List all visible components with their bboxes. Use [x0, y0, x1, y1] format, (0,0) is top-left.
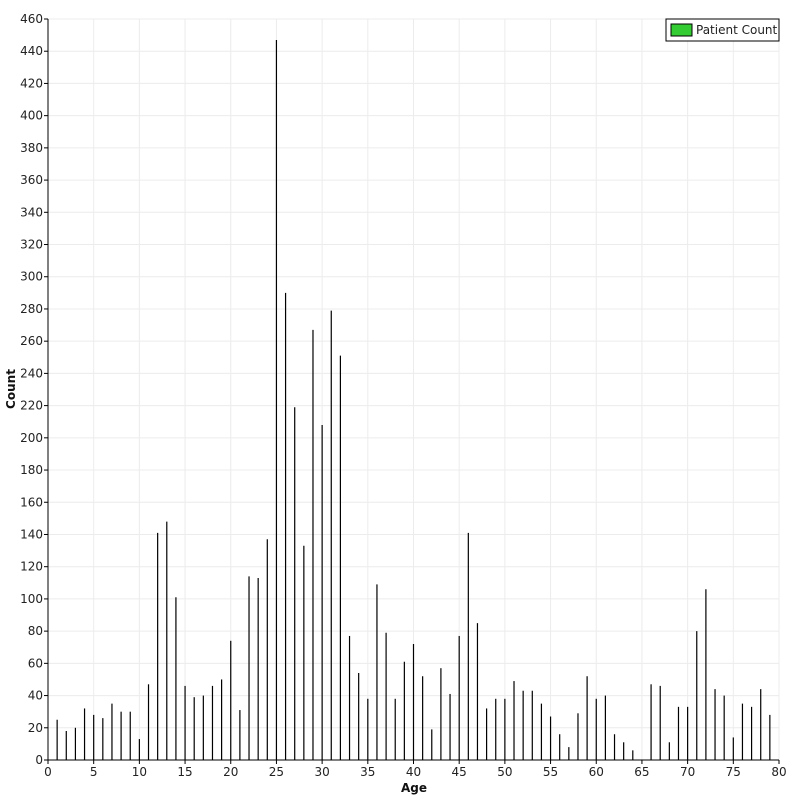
legend-swatch	[670, 23, 693, 37]
x-tick-label: 25	[269, 765, 284, 779]
y-tick-label: 160	[20, 495, 43, 509]
y-axis-title: Count	[4, 369, 18, 409]
y-tick-label: 140	[20, 527, 43, 541]
legend: Patient Count	[665, 18, 780, 42]
y-tick-label: 320	[20, 238, 43, 252]
x-tick-label: 35	[360, 765, 375, 779]
y-tick-label: 180	[20, 463, 43, 477]
x-tick-label: 65	[634, 765, 649, 779]
y-axis-ticks: 0 20 40 60 80 100 120 140 160 180 200 220 240 260 280 3…	[20, 12, 48, 767]
y-tick-label: 460	[20, 12, 43, 26]
legend-label: Patient Count	[696, 23, 778, 37]
y-tick-label: 20	[28, 721, 43, 735]
y-tick-label: 440	[20, 44, 43, 58]
x-tick-label: 60	[589, 765, 604, 779]
legend-box	[665, 18, 780, 42]
y-tick-label: 380	[20, 141, 43, 155]
x-tick-label: 75	[726, 765, 741, 779]
y-tick-label: 420	[20, 76, 43, 90]
x-tick-label: 40	[406, 765, 421, 779]
y-tick-label: 240	[20, 366, 43, 380]
x-tick-label: 10	[132, 765, 147, 779]
y-tick-label: 0	[35, 753, 43, 767]
x-axis-ticks: 0 5 10 15 20 25 30 35 40 45 50 55 60 65 70 75 80	[44, 760, 787, 779]
x-tick-label: 70	[680, 765, 695, 779]
y-tick-label: 360	[20, 173, 43, 187]
y-tick-label: 300	[20, 270, 43, 284]
y-tick-label: 260	[20, 334, 43, 348]
x-tick-label: 50	[497, 765, 512, 779]
y-tick-label: 340	[20, 205, 43, 219]
bars	[56, 39, 771, 760]
y-tick-label: 40	[28, 689, 43, 703]
x-axis-title: Age	[401, 781, 427, 795]
x-tick-label: 0	[44, 765, 52, 779]
x-tick-label: 20	[223, 765, 238, 779]
x-tick-label: 80	[771, 765, 786, 779]
y-tick-label: 100	[20, 592, 43, 606]
x-tick-label: 5	[90, 765, 98, 779]
x-tick-label: 45	[452, 765, 467, 779]
x-tick-label: 15	[177, 765, 192, 779]
x-tick-label: 30	[314, 765, 329, 779]
y-tick-label: 60	[28, 656, 43, 670]
y-tick-label: 200	[20, 431, 43, 445]
x-tick-label: 55	[543, 765, 558, 779]
y-tick-label: 120	[20, 560, 43, 574]
y-tick-label: 400	[20, 109, 43, 123]
y-tick-label: 280	[20, 302, 43, 316]
y-tick-label: 220	[20, 399, 43, 413]
y-tick-label: 80	[28, 624, 43, 638]
